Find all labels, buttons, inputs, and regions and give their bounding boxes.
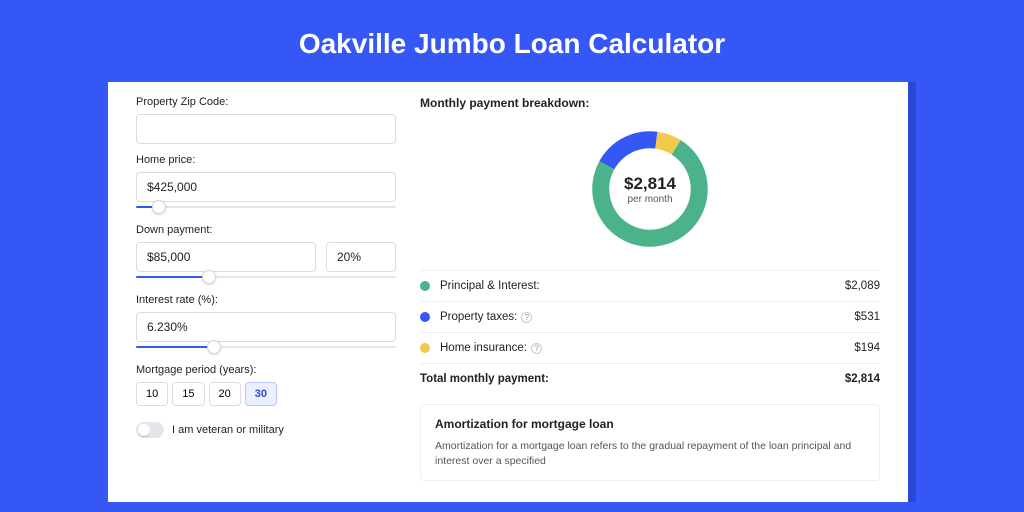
veteran-toggle[interactable]: [136, 422, 164, 438]
period-option-15[interactable]: 15: [172, 382, 204, 406]
amortization-body: Amortization for a mortgage loan refers …: [435, 439, 865, 468]
breakdown-total-row: Total monthly payment:$2,814: [420, 364, 880, 394]
breakdown-row: Home insurance:?$194: [420, 333, 880, 364]
slider-thumb[interactable]: [202, 270, 216, 284]
field-down-payment: Down payment:: [136, 224, 396, 284]
legend-dot: [420, 312, 430, 322]
breakdown-row: Property taxes:?$531: [420, 302, 880, 333]
breakdown-label: Home insurance:?: [440, 342, 854, 354]
info-icon[interactable]: ?: [521, 312, 532, 323]
interest-rate-slider[interactable]: [136, 340, 396, 354]
total-value: $2,814: [845, 373, 880, 385]
veteran-row: I am veteran or military: [136, 422, 396, 438]
info-icon[interactable]: ?: [531, 343, 542, 354]
field-interest-rate: Interest rate (%):: [136, 294, 396, 354]
period-option-30[interactable]: 30: [245, 382, 277, 406]
interest-rate-input[interactable]: [136, 312, 396, 342]
form-panel: Property Zip Code: Home price: Down paym…: [136, 96, 396, 488]
down-payment-amount-input[interactable]: [136, 242, 316, 272]
amortization-title: Amortization for mortgage loan: [435, 417, 865, 431]
veteran-label: I am veteran or military: [172, 424, 284, 436]
home-price-slider[interactable]: [136, 200, 396, 214]
down-payment-slider[interactable]: [136, 270, 396, 284]
donut-container: $2,814 per month: [420, 114, 880, 270]
breakdown-value: $2,089: [845, 280, 880, 292]
label-zip: Property Zip Code:: [136, 96, 396, 108]
legend-dot: [420, 281, 430, 291]
breakdown-label: Principal & Interest:: [440, 280, 845, 292]
breakdown-value: $531: [854, 311, 880, 323]
label-mortgage-period: Mortgage period (years):: [136, 364, 396, 376]
breakdown-value: $194: [854, 342, 880, 354]
payment-donut-chart: $2,814 per month: [585, 124, 715, 254]
slider-thumb[interactable]: [207, 340, 221, 354]
breakdown-row: Principal & Interest:$2,089: [420, 271, 880, 302]
down-payment-percent-input[interactable]: [326, 242, 396, 272]
slider-thumb[interactable]: [152, 200, 166, 214]
card-shadow: Property Zip Code: Home price: Down paym…: [108, 82, 916, 502]
home-price-input[interactable]: [136, 172, 396, 202]
label-interest-rate: Interest rate (%):: [136, 294, 396, 306]
breakdown-list: Principal & Interest:$2,089Property taxe…: [420, 270, 880, 394]
label-down-payment: Down payment:: [136, 224, 396, 236]
field-home-price: Home price:: [136, 154, 396, 214]
donut-center-sub: per month: [627, 194, 672, 205]
period-options: 10152030: [136, 382, 396, 406]
legend-dot: [420, 343, 430, 353]
breakdown-title: Monthly payment breakdown:: [420, 96, 880, 110]
field-zip: Property Zip Code:: [136, 96, 396, 144]
period-option-20[interactable]: 20: [209, 382, 241, 406]
zip-input[interactable]: [136, 114, 396, 144]
label-home-price: Home price:: [136, 154, 396, 166]
total-label: Total monthly payment:: [420, 373, 845, 385]
field-mortgage-period: Mortgage period (years): 10152030: [136, 364, 396, 406]
page-title: Oakville Jumbo Loan Calculator: [0, 0, 1024, 82]
results-panel: Monthly payment breakdown: $2,814 per mo…: [420, 96, 880, 488]
donut-center-amount: $2,814: [624, 174, 676, 194]
breakdown-label: Property taxes:?: [440, 311, 854, 323]
calculator-card: Property Zip Code: Home price: Down paym…: [108, 82, 908, 502]
amortization-section: Amortization for mortgage loan Amortizat…: [420, 404, 880, 481]
period-option-10[interactable]: 10: [136, 382, 168, 406]
